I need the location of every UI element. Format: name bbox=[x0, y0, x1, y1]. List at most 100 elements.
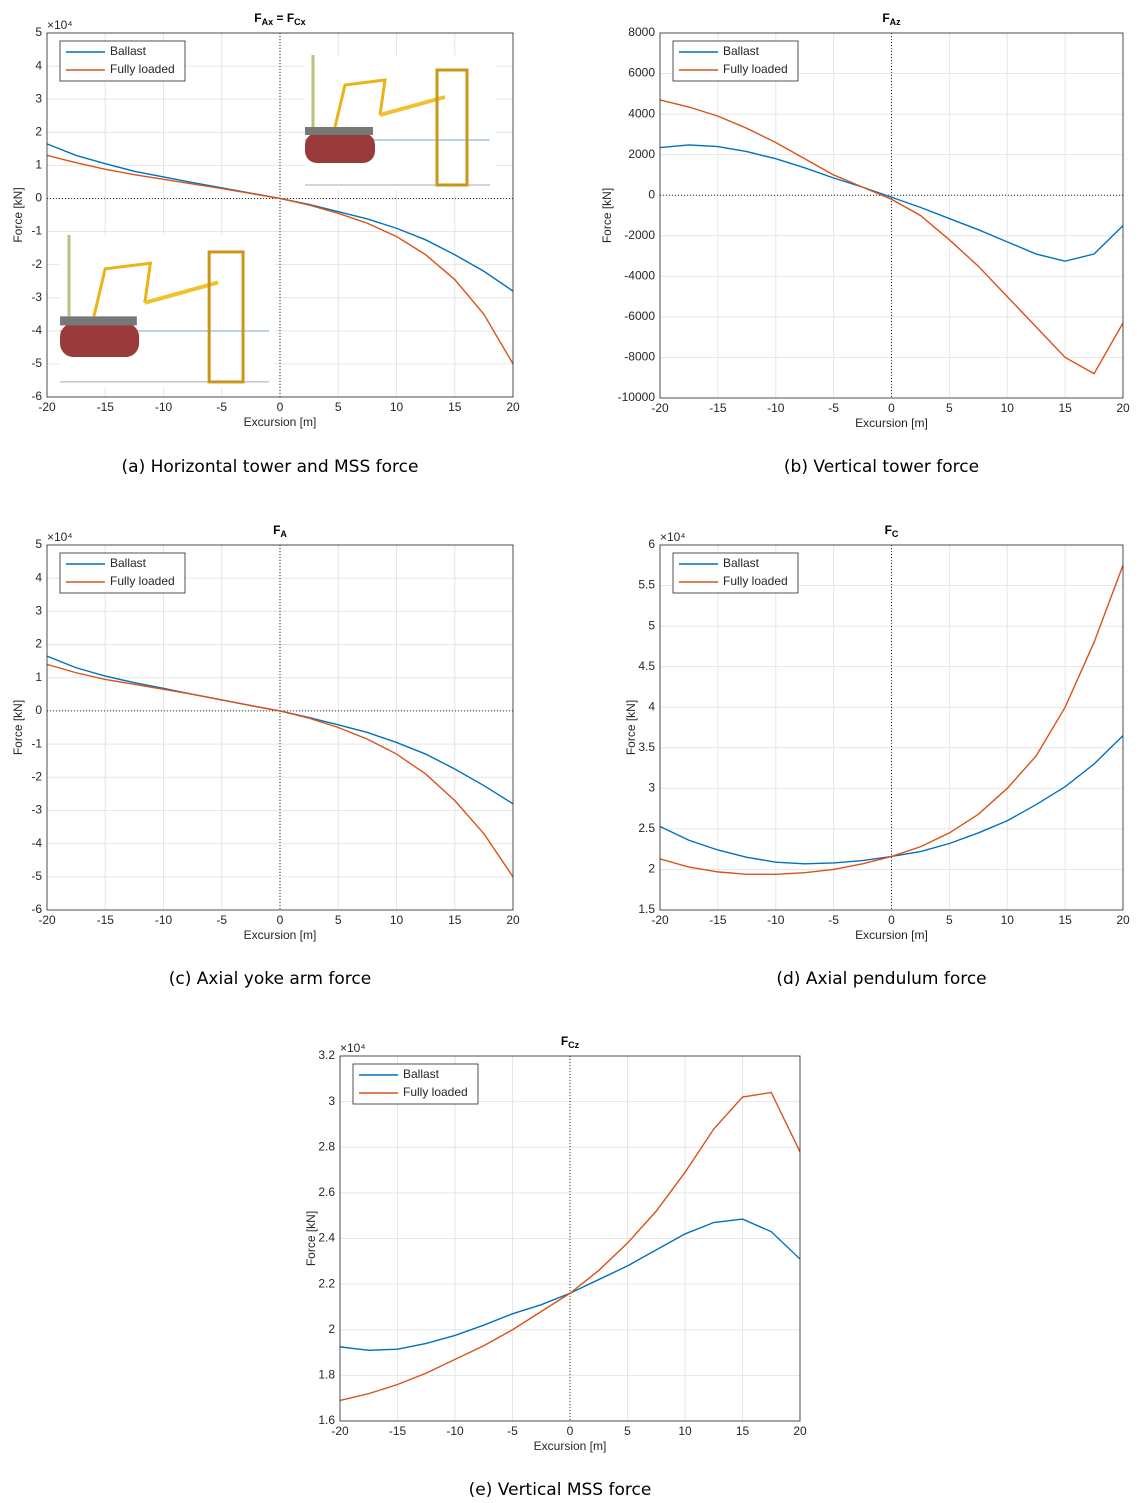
x-tick-label: 0 bbox=[888, 913, 895, 927]
legend-label: Ballast bbox=[403, 1067, 440, 1081]
caption: (c) Axial yoke arm force bbox=[169, 969, 371, 989]
x-tick-label: -15 bbox=[389, 1424, 407, 1438]
x-tick-label: 10 bbox=[678, 1424, 692, 1438]
x-tick-label: -10 bbox=[155, 400, 173, 414]
y-tick-label: 6 bbox=[648, 537, 655, 551]
x-tick-label: -10 bbox=[767, 913, 785, 927]
y-tick-label: 1.6 bbox=[318, 1413, 335, 1427]
y-tick-label: 8000 bbox=[628, 25, 655, 39]
y-tick-label: -5 bbox=[31, 869, 42, 883]
y-axis-label: Force [kN] bbox=[11, 187, 25, 242]
y-tick-label: -10000 bbox=[618, 390, 656, 404]
x-tick-label: 5 bbox=[335, 913, 342, 927]
y-tick-label: 4 bbox=[35, 58, 42, 72]
chart-panel: -20 -15 -10 -5 0 5 10 15 20 1.5 2 2.5 3 3.5 4 4.5 5 5.5 6 B… bbox=[624, 523, 1130, 989]
y-tick-label: -1 bbox=[31, 224, 42, 238]
illustration-frame bbox=[333, 78, 387, 128]
y-tick-label: 5 bbox=[35, 537, 42, 551]
chart-title: FCz bbox=[561, 1034, 580, 1050]
x-tick-label: 20 bbox=[506, 400, 520, 414]
series-line bbox=[660, 99, 1123, 375]
x-tick-label: 0 bbox=[888, 401, 895, 415]
y-tick-label: -8000 bbox=[624, 350, 655, 364]
y-tick-label: 4.5 bbox=[638, 659, 655, 673]
legend-label: Ballast bbox=[110, 44, 147, 58]
x-tick-label: 5 bbox=[335, 400, 342, 414]
y-tick-label: 1 bbox=[35, 670, 42, 684]
legend-label: Fully loaded bbox=[110, 62, 175, 76]
chart-title: FA bbox=[273, 523, 287, 539]
x-tick-label: -20 bbox=[38, 913, 56, 927]
axes-box bbox=[339, 1055, 801, 1422]
y-tick-label: -6000 bbox=[624, 309, 655, 323]
legend-box bbox=[672, 552, 799, 594]
series-line bbox=[660, 144, 1123, 262]
x-tick-label: 20 bbox=[1116, 401, 1130, 415]
title-text: F bbox=[273, 523, 280, 537]
x-tick-label: 0 bbox=[567, 1424, 574, 1438]
x-tick-label: 10 bbox=[1001, 401, 1015, 415]
y-tick-label: 0 bbox=[35, 703, 42, 717]
x-tick-label: -15 bbox=[97, 913, 115, 927]
x-tick-label: 15 bbox=[1058, 401, 1072, 415]
y-tick-label: 3.2 bbox=[318, 1048, 335, 1062]
y-multiplier: ×10⁴ bbox=[660, 530, 686, 544]
caption: (a) Horizontal tower and MSS force bbox=[122, 457, 419, 477]
x-axis-label: Excursion [m] bbox=[244, 928, 317, 942]
y-tick-label: 2.6 bbox=[318, 1185, 335, 1199]
illustration-tower bbox=[435, 68, 469, 187]
x-tick-label: -20 bbox=[651, 401, 669, 415]
legend-label: Fully loaded bbox=[403, 1085, 468, 1099]
series-line bbox=[47, 663, 513, 878]
y-tick-label: 4000 bbox=[628, 106, 655, 120]
y-tick-label: 2.5 bbox=[638, 821, 655, 835]
legend-label: Fully loaded bbox=[723, 574, 788, 588]
y-tick-label: -2 bbox=[31, 257, 42, 271]
y-tick-label: -5 bbox=[31, 356, 42, 370]
x-tick-label: -5 bbox=[216, 400, 227, 414]
title-text: F bbox=[882, 11, 889, 25]
y-tick-label: -3 bbox=[31, 803, 42, 817]
chart-panel: -20 -15 -10 -5 0 5 10 15 20-6-5-4-3-2-1012345Bal… bbox=[11, 523, 520, 989]
y-tick-label: 3.5 bbox=[638, 740, 655, 754]
y-tick-label: -1 bbox=[31, 736, 42, 750]
illustration-yoke bbox=[144, 280, 219, 305]
x-axis-label: Excursion [m] bbox=[534, 1439, 607, 1453]
y-tick-label: 4 bbox=[35, 570, 42, 584]
x-tick-label: 10 bbox=[390, 400, 404, 414]
x-tick-label: 15 bbox=[1058, 913, 1072, 927]
y-tick-label: -3 bbox=[31, 290, 42, 304]
x-tick-label: 5 bbox=[946, 913, 953, 927]
illustration-hull bbox=[60, 323, 140, 358]
x-tick-label: -10 bbox=[155, 913, 173, 927]
y-tick-label: -2 bbox=[31, 769, 42, 783]
axes-box bbox=[46, 32, 514, 398]
legend-box bbox=[59, 40, 186, 82]
x-tick-label: 20 bbox=[1116, 913, 1130, 927]
illustration-tower bbox=[207, 250, 245, 384]
y-tick-label: 2.8 bbox=[318, 1139, 335, 1153]
title-subscript: C bbox=[892, 529, 899, 539]
y-tick-label: 4 bbox=[648, 699, 655, 713]
chart-panel: -20 -15 -10 -5 0 5 10 15 20-6-5-4-3-2-1012345Bal… bbox=[11, 11, 520, 477]
title-text: F bbox=[254, 11, 261, 25]
y-tick-label: -4000 bbox=[624, 269, 655, 283]
y-tick-label: 0 bbox=[648, 187, 655, 201]
title-subscript: A bbox=[280, 529, 287, 539]
legend-box bbox=[352, 1063, 479, 1105]
y-tick-label: 5.5 bbox=[638, 578, 655, 592]
illustration-yoke bbox=[379, 95, 446, 117]
y-tick-label: 2 bbox=[35, 124, 42, 138]
illustration-deck bbox=[60, 316, 137, 326]
x-axis-label: Excursion [m] bbox=[855, 416, 928, 430]
chart-title: FC bbox=[885, 523, 899, 539]
x-tick-label: 20 bbox=[793, 1424, 807, 1438]
y-tick-label: 5 bbox=[648, 618, 655, 632]
legend-label: Ballast bbox=[110, 556, 147, 570]
y-tick-label: 5 bbox=[35, 25, 42, 39]
chart-panel: -20 -15 -10 -5 0 5 10 15 20 1.6 1.8 2 2.2 2.4 2.6 2.8 3 3… bbox=[304, 1034, 807, 1500]
y-axis-label: Force [kN] bbox=[11, 700, 25, 755]
x-tick-label: 0 bbox=[277, 400, 284, 414]
legend-box bbox=[59, 552, 186, 594]
